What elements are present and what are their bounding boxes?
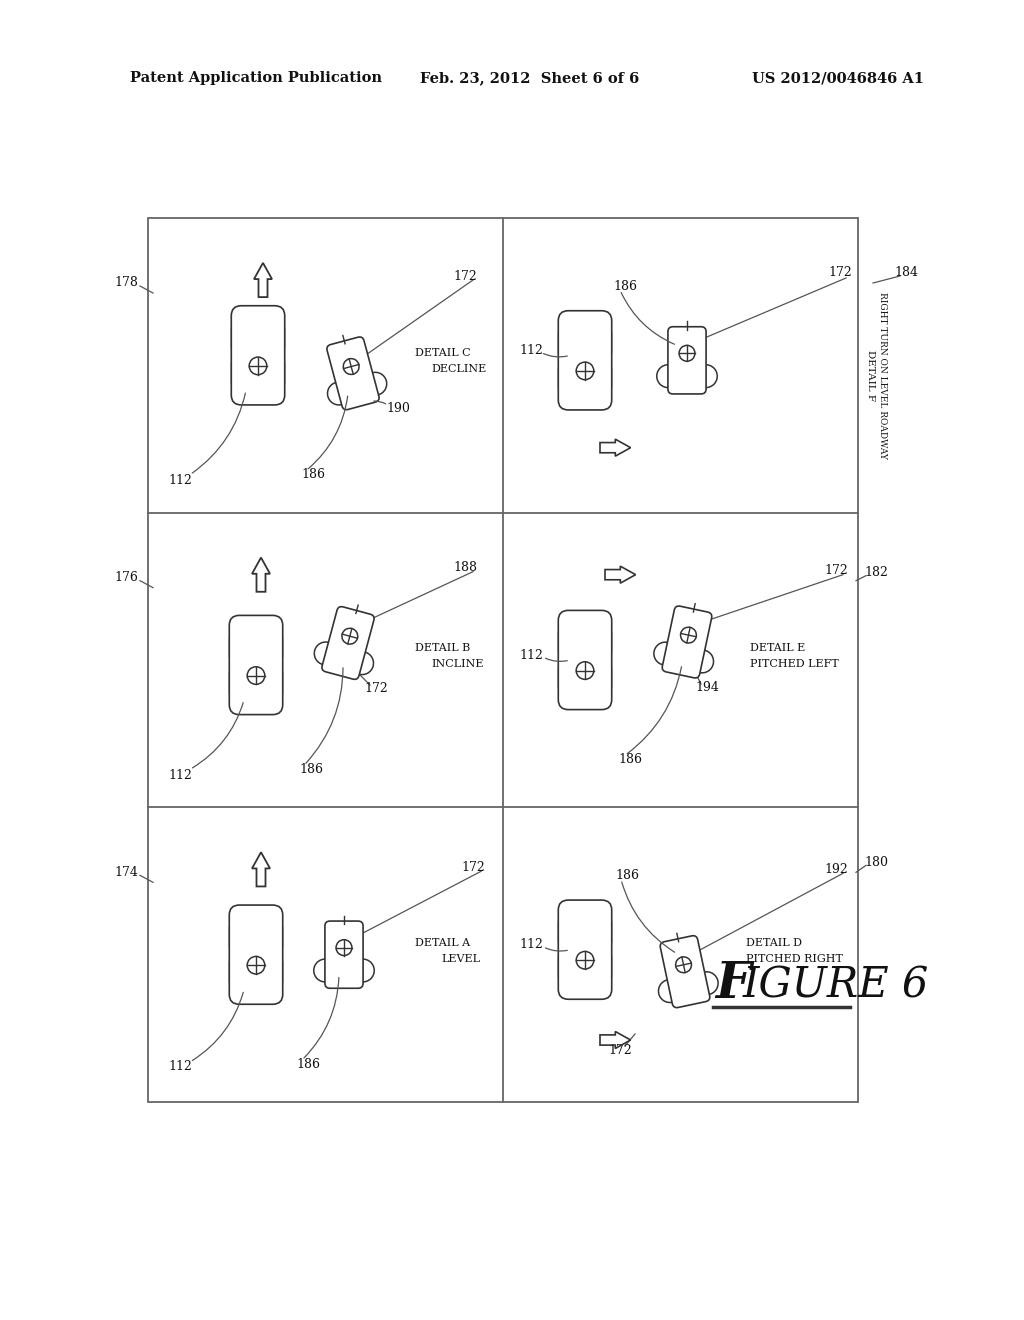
FancyBboxPatch shape xyxy=(558,310,611,411)
Text: 174: 174 xyxy=(114,866,138,879)
FancyBboxPatch shape xyxy=(229,636,243,659)
Text: 186: 186 xyxy=(299,763,323,776)
Text: PITCHED RIGHT: PITCHED RIGHT xyxy=(746,953,843,964)
Text: 186: 186 xyxy=(613,280,637,293)
Text: Feb. 23, 2012  Sheet 6 of 6: Feb. 23, 2012 Sheet 6 of 6 xyxy=(420,71,639,84)
FancyBboxPatch shape xyxy=(599,920,611,944)
Text: 186: 186 xyxy=(301,469,325,482)
Text: 182: 182 xyxy=(864,566,888,579)
Text: 178: 178 xyxy=(114,276,138,289)
Text: DETAIL A: DETAIL A xyxy=(415,937,470,948)
Text: US 2012/0046846 A1: US 2012/0046846 A1 xyxy=(752,71,924,84)
Text: DETAIL F: DETAIL F xyxy=(865,350,874,401)
FancyBboxPatch shape xyxy=(271,362,285,384)
Text: 186: 186 xyxy=(615,869,639,882)
Text: LEVEL: LEVEL xyxy=(441,953,480,964)
Text: 172: 172 xyxy=(608,1044,632,1056)
FancyBboxPatch shape xyxy=(325,921,364,989)
FancyBboxPatch shape xyxy=(558,956,571,979)
FancyBboxPatch shape xyxy=(558,920,571,944)
Text: 180: 180 xyxy=(864,855,888,869)
Text: DECLINE: DECLINE xyxy=(431,364,486,375)
FancyBboxPatch shape xyxy=(229,925,243,949)
FancyBboxPatch shape xyxy=(668,327,707,393)
FancyBboxPatch shape xyxy=(599,366,611,389)
Text: 186: 186 xyxy=(296,1057,319,1071)
FancyBboxPatch shape xyxy=(231,362,245,384)
FancyBboxPatch shape xyxy=(269,961,283,983)
Text: 172: 172 xyxy=(461,861,485,874)
FancyBboxPatch shape xyxy=(599,665,611,689)
Text: 194: 194 xyxy=(695,681,719,693)
Text: DETAIL B: DETAIL B xyxy=(415,643,470,653)
Text: DETAIL C: DETAIL C xyxy=(415,348,471,358)
FancyBboxPatch shape xyxy=(558,366,571,389)
Text: 172: 172 xyxy=(454,269,477,282)
FancyBboxPatch shape xyxy=(269,925,283,949)
FancyBboxPatch shape xyxy=(558,331,571,354)
Text: 112: 112 xyxy=(519,939,543,952)
Text: DETAIL E: DETAIL E xyxy=(750,643,805,653)
Text: 184: 184 xyxy=(894,267,918,280)
Text: 192: 192 xyxy=(824,863,848,876)
Text: 172: 172 xyxy=(824,564,848,577)
FancyBboxPatch shape xyxy=(599,956,611,979)
FancyBboxPatch shape xyxy=(229,906,283,1005)
FancyBboxPatch shape xyxy=(229,961,243,983)
Text: PITCHED LEFT: PITCHED LEFT xyxy=(750,659,839,669)
FancyBboxPatch shape xyxy=(269,636,283,659)
Text: 112: 112 xyxy=(168,1060,191,1073)
Text: 112: 112 xyxy=(168,768,191,781)
Text: 112: 112 xyxy=(168,474,191,487)
Text: RIGHT TURN ON LEVEL ROADWAY: RIGHT TURN ON LEVEL ROADWAY xyxy=(878,292,887,459)
Text: DETAIL D: DETAIL D xyxy=(746,937,802,948)
FancyBboxPatch shape xyxy=(558,665,571,689)
FancyBboxPatch shape xyxy=(558,610,611,710)
FancyBboxPatch shape xyxy=(229,671,243,694)
FancyBboxPatch shape xyxy=(663,606,712,678)
Text: 172: 172 xyxy=(828,267,852,280)
Text: 186: 186 xyxy=(618,752,642,766)
Text: 172: 172 xyxy=(365,681,388,694)
Text: IGURE 6: IGURE 6 xyxy=(743,964,930,1006)
FancyBboxPatch shape xyxy=(271,326,285,350)
Text: INCLINE: INCLINE xyxy=(431,659,483,669)
FancyBboxPatch shape xyxy=(599,331,611,354)
FancyBboxPatch shape xyxy=(269,671,283,694)
Text: 112: 112 xyxy=(519,648,543,661)
Text: Patent Application Publication: Patent Application Publication xyxy=(130,71,382,84)
FancyBboxPatch shape xyxy=(558,900,611,999)
Text: 190: 190 xyxy=(386,401,410,414)
FancyBboxPatch shape xyxy=(660,936,710,1007)
Text: 112: 112 xyxy=(519,343,543,356)
FancyBboxPatch shape xyxy=(229,615,283,714)
FancyBboxPatch shape xyxy=(558,631,571,655)
FancyBboxPatch shape xyxy=(599,631,611,655)
FancyBboxPatch shape xyxy=(327,337,379,409)
FancyBboxPatch shape xyxy=(322,607,374,680)
FancyBboxPatch shape xyxy=(231,306,285,405)
FancyBboxPatch shape xyxy=(231,326,245,350)
Text: 176: 176 xyxy=(114,572,138,585)
Text: F: F xyxy=(715,961,751,1010)
Text: 188: 188 xyxy=(453,561,477,574)
